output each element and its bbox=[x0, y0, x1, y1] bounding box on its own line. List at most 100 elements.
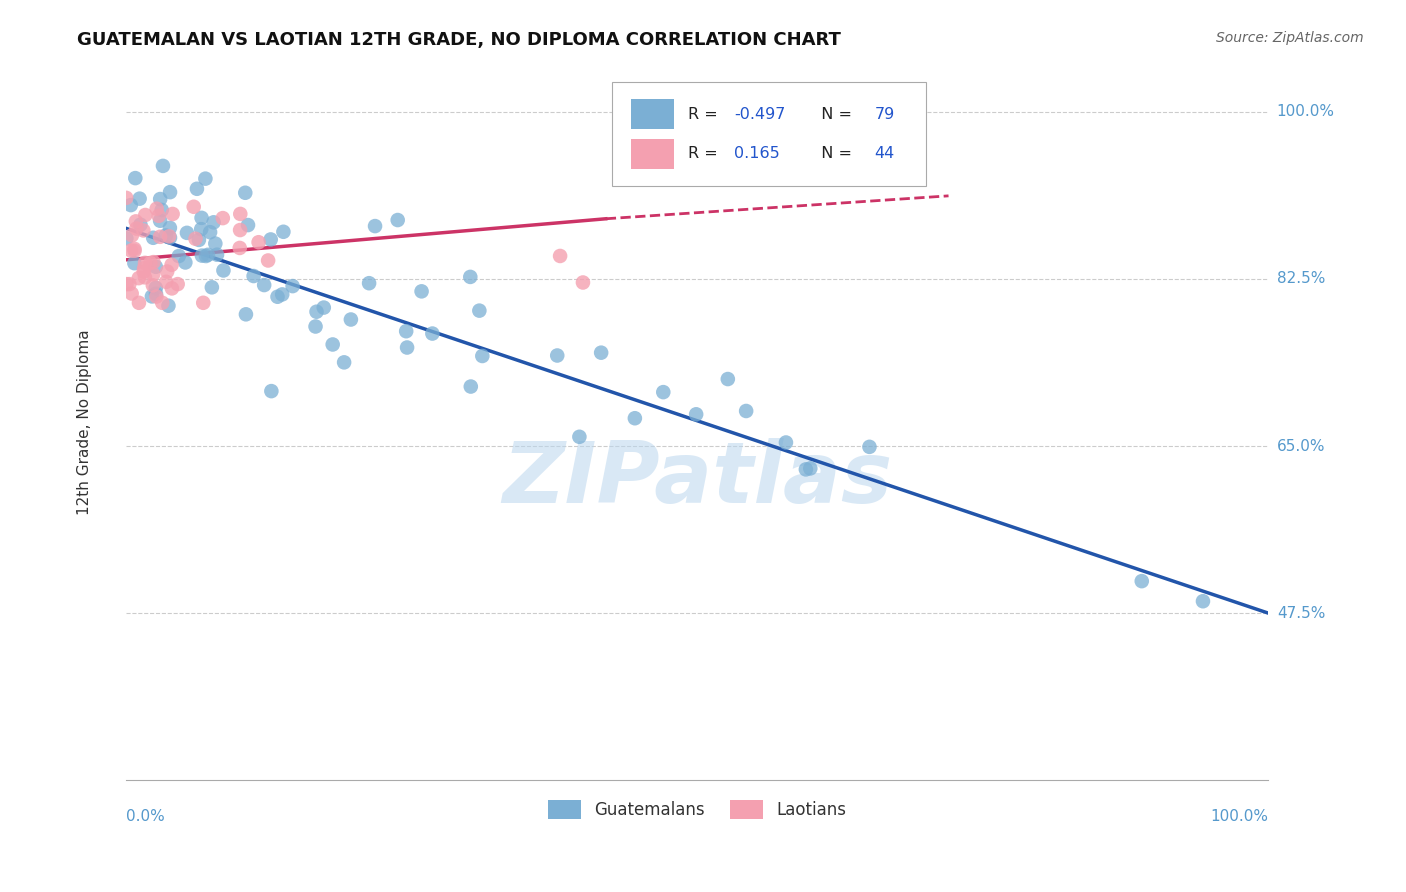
Point bbox=[149, 192, 172, 206]
Point bbox=[142, 278, 165, 293]
Point bbox=[233, 186, 256, 200]
Text: N =: N = bbox=[811, 146, 858, 161]
Point bbox=[204, 236, 226, 251]
Point bbox=[253, 278, 276, 293]
Point bbox=[242, 268, 264, 283]
Point bbox=[572, 276, 595, 290]
Text: R =: R = bbox=[688, 107, 723, 121]
Point bbox=[149, 213, 172, 227]
Text: 0.0%: 0.0% bbox=[127, 809, 165, 824]
Text: 47.5%: 47.5% bbox=[1277, 606, 1324, 621]
Point bbox=[257, 253, 280, 268]
Point bbox=[194, 171, 217, 186]
Point bbox=[145, 281, 167, 295]
FancyBboxPatch shape bbox=[612, 82, 925, 186]
Point bbox=[717, 372, 740, 386]
Point bbox=[157, 229, 180, 244]
Text: 12th Grade, No Diploma: 12th Grade, No Diploma bbox=[77, 329, 91, 515]
FancyBboxPatch shape bbox=[631, 138, 675, 169]
Point bbox=[142, 231, 165, 245]
Point bbox=[322, 337, 344, 351]
Point bbox=[1192, 594, 1215, 608]
Point bbox=[775, 435, 797, 450]
Point bbox=[260, 232, 283, 246]
Point bbox=[236, 218, 259, 232]
Text: ZIPatlas: ZIPatlas bbox=[502, 438, 893, 521]
Point bbox=[121, 228, 143, 243]
Point bbox=[141, 289, 163, 303]
Point bbox=[187, 233, 209, 247]
Point bbox=[166, 277, 188, 292]
Point bbox=[134, 208, 156, 222]
Point bbox=[460, 379, 482, 393]
Point bbox=[150, 295, 173, 310]
Point bbox=[202, 215, 225, 229]
Text: 82.5%: 82.5% bbox=[1277, 271, 1324, 286]
Point bbox=[128, 295, 150, 310]
Point bbox=[247, 235, 270, 250]
Text: 100.0%: 100.0% bbox=[1277, 104, 1334, 120]
Point bbox=[624, 411, 647, 425]
Point bbox=[387, 213, 409, 227]
Point bbox=[162, 207, 184, 221]
Point bbox=[411, 285, 433, 299]
Point bbox=[212, 263, 235, 277]
Point bbox=[118, 277, 141, 292]
Point bbox=[568, 430, 591, 444]
Point bbox=[176, 226, 198, 240]
Point bbox=[197, 248, 219, 262]
Text: GUATEMALAN VS LAOTIAN 12TH GRADE, NO DIPLOMA CORRELATION CHART: GUATEMALAN VS LAOTIAN 12TH GRADE, NO DIP… bbox=[77, 31, 841, 49]
Point bbox=[145, 202, 167, 216]
Point bbox=[652, 385, 675, 400]
Text: Source: ZipAtlas.com: Source: ZipAtlas.com bbox=[1216, 31, 1364, 45]
Point bbox=[145, 286, 167, 301]
Point bbox=[468, 303, 491, 318]
Point bbox=[194, 249, 217, 263]
Point bbox=[155, 228, 177, 243]
Point bbox=[735, 404, 758, 418]
Point bbox=[183, 200, 205, 214]
Point bbox=[128, 192, 150, 206]
Point bbox=[134, 256, 156, 270]
Point bbox=[193, 295, 215, 310]
FancyBboxPatch shape bbox=[631, 99, 675, 129]
Text: R =: R = bbox=[688, 146, 728, 161]
Point bbox=[304, 319, 326, 334]
Point bbox=[160, 281, 183, 295]
Point bbox=[281, 279, 304, 293]
Point bbox=[125, 221, 148, 235]
Point bbox=[858, 440, 880, 454]
Point bbox=[260, 384, 283, 398]
Text: -0.497: -0.497 bbox=[734, 107, 785, 121]
Point bbox=[591, 345, 613, 359]
Point bbox=[359, 276, 381, 290]
Point bbox=[134, 270, 156, 285]
Point bbox=[156, 264, 179, 278]
Point bbox=[174, 255, 197, 269]
Point bbox=[115, 277, 138, 292]
Point bbox=[458, 269, 481, 284]
Point bbox=[124, 256, 146, 270]
Point bbox=[190, 222, 212, 236]
Point bbox=[132, 223, 155, 237]
Point bbox=[132, 261, 155, 276]
Point bbox=[190, 211, 212, 225]
Text: 79: 79 bbox=[875, 107, 894, 121]
Point bbox=[124, 242, 146, 256]
Point bbox=[120, 244, 142, 258]
Point bbox=[548, 249, 571, 263]
Point bbox=[152, 159, 174, 173]
Text: N =: N = bbox=[811, 107, 858, 121]
Point bbox=[799, 461, 821, 475]
Point bbox=[395, 324, 418, 338]
Point bbox=[186, 182, 208, 196]
Point bbox=[198, 225, 221, 239]
Point bbox=[132, 265, 155, 279]
Point bbox=[115, 231, 138, 245]
Point bbox=[159, 230, 181, 244]
Text: 0.165: 0.165 bbox=[734, 146, 779, 161]
Point bbox=[266, 290, 288, 304]
Point bbox=[125, 214, 148, 228]
Point bbox=[124, 244, 146, 258]
Point bbox=[546, 349, 568, 363]
